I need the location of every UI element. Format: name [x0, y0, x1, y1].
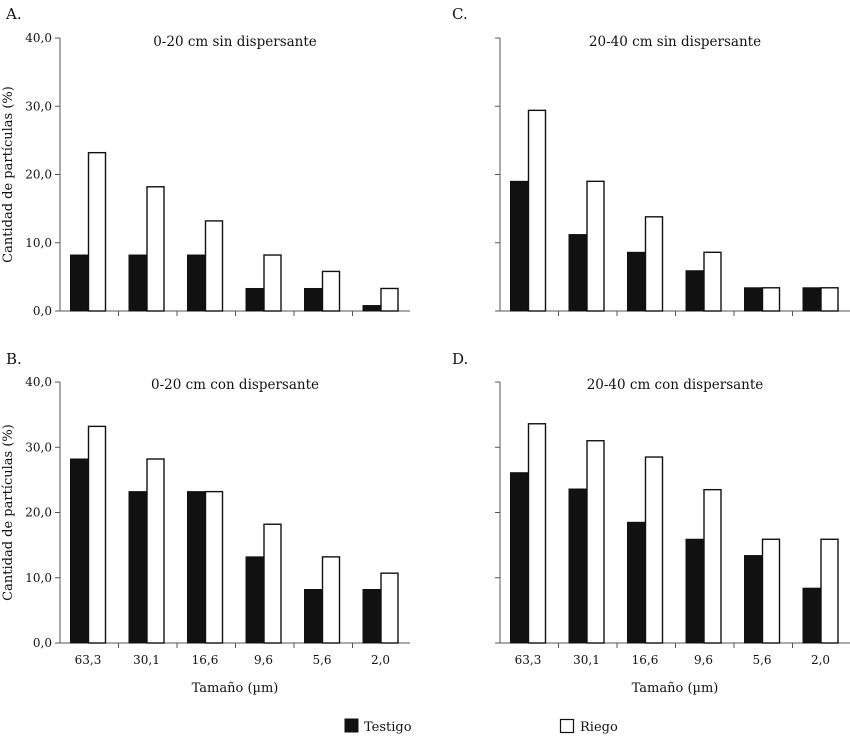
panel-letter: A.: [5, 5, 22, 23]
panel-letter: C.: [452, 5, 468, 23]
bar-riego-0: [527, 423, 547, 644]
bar-testigo-1: [128, 491, 147, 644]
bar-riego-1: [146, 458, 165, 644]
bar-riego-0: [87, 151, 107, 312]
y-tick-label: 10,0: [25, 236, 52, 250]
bar-riego-1: [146, 186, 165, 312]
y-tick-label: 30,0: [25, 440, 52, 454]
bar-riego-3: [263, 523, 282, 644]
x-tick-label: 5,6: [312, 653, 331, 667]
bar-riego-5: [380, 287, 399, 312]
x-tick-label: 9,6: [694, 653, 713, 667]
x-tick-label: 30,1: [573, 653, 600, 667]
y-tick-label: 0,0: [33, 636, 52, 650]
bar-riego-3: [263, 254, 282, 312]
y-tick-label: 40,0: [25, 375, 52, 389]
bar-riego-3: [703, 488, 722, 644]
bar-testigo-2: [187, 491, 205, 644]
bar-riego-2: [204, 490, 224, 644]
chart-panel-d: D. 20-40 cm con dispersante 63,3 30,1 16,6 9,…: [452, 350, 850, 696]
x-axis-title: Tamaño (µm): [192, 681, 279, 696]
bar-riego-0: [527, 109, 547, 312]
chart-title: 0-20 cm con dispersante: [151, 377, 319, 393]
chart-title: 20-40 cm con dispersante: [587, 377, 764, 393]
bar-testigo-4: [304, 588, 322, 644]
bar-testigo-2: [627, 521, 645, 644]
bar-testigo-4: [744, 287, 762, 312]
x-tick-label: 63,3: [75, 653, 102, 667]
bar-riego-4: [761, 538, 781, 644]
bar-riego-4: [321, 270, 341, 312]
bar-riego-5: [380, 572, 399, 644]
x-tick-label: 2,0: [371, 653, 390, 667]
bar-testigo-3: [685, 538, 704, 644]
bar-testigo-5: [802, 587, 821, 644]
bar-testigo-5: [362, 305, 381, 312]
chart-panel-b: B. 0-20 cm con dispersante 0,0 10,0 20,0 30,0…: [1, 350, 410, 696]
panel-letter: D.: [452, 350, 468, 368]
legend-label-riego: Riego: [580, 720, 618, 735]
bar-testigo-2: [187, 254, 205, 312]
legend: Testigo Riego: [344, 718, 618, 735]
chart-title: 0-20 cm sin dispersante: [153, 34, 317, 50]
y-axis-title: Cantidad de partículas (%): [1, 424, 16, 601]
bar-testigo-1: [568, 234, 587, 312]
x-tick-label: 30,1: [133, 653, 160, 667]
x-axis-title: Tamaño (µm): [632, 681, 719, 696]
bar-riego-4: [321, 556, 341, 644]
bar-testigo-2: [627, 251, 645, 312]
bar-testigo-3: [245, 287, 264, 312]
bar-riego-5: [820, 287, 839, 312]
chart-panel-a: A. 0-20 cm sin dispersante 0,0 10,0 20,0 30,0…: [1, 5, 410, 318]
x-tick-label: 16,6: [632, 653, 659, 667]
chart-title: 20-40 cm sin dispersante: [589, 34, 761, 50]
legend-swatch-testigo: [344, 718, 359, 733]
legend-label-testigo: Testigo: [364, 720, 412, 735]
y-tick-label: 20,0: [25, 168, 52, 182]
bar-testigo-3: [245, 556, 264, 644]
bar-testigo-5: [362, 588, 381, 644]
bar-riego-1: [586, 440, 605, 644]
y-tick-label: 40,0: [25, 31, 52, 45]
bar-riego-2: [644, 216, 664, 312]
y-tick-label: 0,0: [33, 304, 52, 318]
bar-testigo-0: [70, 458, 88, 644]
x-tick-label: 63,3: [515, 653, 542, 667]
x-tick-label: 9,6: [254, 653, 273, 667]
y-tick-label: 20,0: [25, 506, 52, 520]
bar-riego-5: [820, 538, 839, 644]
x-tick-label: 5,6: [752, 653, 771, 667]
bar-testigo-4: [744, 555, 762, 644]
y-tick-label: 10,0: [25, 571, 52, 585]
y-axis-title: Cantidad de partículas (%): [1, 86, 16, 263]
legend-swatch-riego: [559, 718, 575, 734]
bar-testigo-0: [510, 180, 528, 312]
bar-testigo-5: [802, 287, 821, 312]
x-tick-label: 16,6: [192, 653, 219, 667]
y-tick-label: 30,0: [25, 99, 52, 113]
bar-testigo-1: [128, 254, 147, 312]
x-tick-label: 2,0: [811, 653, 830, 667]
bar-riego-2: [644, 456, 664, 644]
bar-riego-3: [703, 251, 722, 312]
bar-testigo-1: [568, 488, 587, 644]
bar-riego-0: [87, 425, 107, 644]
bar-riego-2: [204, 220, 224, 312]
bar-testigo-0: [510, 472, 528, 644]
bar-riego-4: [761, 287, 781, 312]
bar-testigo-3: [685, 270, 704, 312]
bar-testigo-4: [304, 287, 322, 312]
bar-riego-1: [586, 180, 605, 312]
bar-testigo-0: [70, 254, 88, 312]
panel-letter: B.: [6, 350, 22, 368]
chart-panel-c: C. 20-40 cm sin dispersante: [452, 5, 850, 316]
